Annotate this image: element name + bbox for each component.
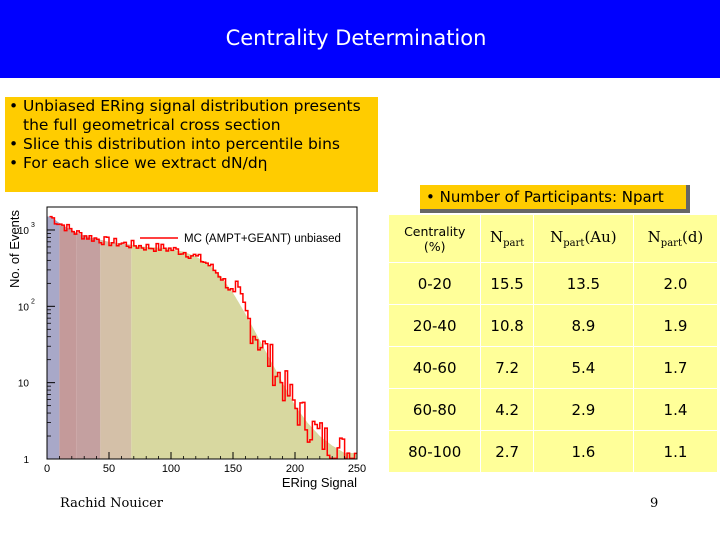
cell-npart: 7.2 [480,346,534,389]
bullet-icon: • [426,188,440,206]
x-tick-label: 100 [162,463,180,475]
table-header-row: Centrality (%) Npart Npart(Au) Npart(d) [387,214,719,263]
bullet-item: • Unbiased ERing signal distribution pres… [9,97,378,116]
x-tick-label: 50 [103,463,115,475]
cell-npart: 4.2 [480,388,534,431]
header-npart-au-main: N [550,228,564,246]
y-tick-label: 10 [18,379,30,390]
bullet-text: For each slice we extract dN/dη [23,154,268,172]
header-npart-au-tail: (Au) [584,228,617,246]
header-npart-au: Npart(Au) [532,214,634,263]
bullet-item: • Slice this distribution into percentile… [9,135,378,154]
cell-npart-d: 1.7 [632,346,719,389]
histogram-slice-fill [131,244,357,459]
header-centrality-line2: (%) [423,238,446,254]
cell-centrality: 20-40 [387,304,482,347]
cell-npart-au: 2.9 [532,388,634,431]
histogram-slice-fill [47,216,60,459]
header-centrality: Centrality (%) [387,214,482,263]
header-npart-d-main: N [647,228,661,246]
header-centrality-line1: Centrality [404,223,466,239]
page-number: 9 [650,496,659,511]
header-npart-d: Npart(d) [632,214,719,263]
bullet-text: Slice this distribution into percentile … [23,135,341,153]
histogram-slice-fill [76,232,101,459]
cell-npart: 15.5 [480,262,534,305]
bullet-box: • Unbiased ERing signal distribution pres… [5,97,378,192]
y-tick-exponent: 3 [31,222,35,229]
bullet-text: Unbiased ERing signal distribution prese… [23,97,361,115]
cell-centrality: 40-60 [387,346,482,389]
cell-npart-d: 1.4 [632,388,719,431]
header-npart-sub: part [503,238,525,249]
x-tick-label: 250 [348,463,366,475]
bullet-icon: • [9,97,19,115]
plot-frame [46,206,358,460]
table-row: 60-80 4.2 2.9 1.4 [387,388,719,431]
header-npart-d-sub: part [660,238,682,249]
cell-npart-d: 2.0 [632,262,719,305]
bullet-item-continuation: the full geometrical cross section [9,116,378,135]
cell-npart-d: 1.1 [632,430,719,473]
header-npart: Npart [480,214,534,263]
y-tick-label: 10 [18,226,30,237]
y-axis-title: No. of Events [7,209,22,288]
cell-npart: 2.7 [480,430,534,473]
cell-centrality: 80-100 [387,430,482,473]
bullet-icon: • [9,154,19,172]
x-axis-title: ERing Signal [282,475,357,490]
histogram-slice-fill [100,239,132,459]
header-npart-main: N [489,228,504,246]
header-npart-au-sub: part [563,238,585,249]
table-row: 20-40 10.8 8.9 1.9 [387,304,719,347]
cell-npart-au: 8.9 [532,304,634,347]
y-tick-label: 1 [23,455,29,466]
npart-label-box: • Number of Participants: Npart [420,185,690,213]
x-tick-label: 0 [44,463,50,475]
cell-npart: 10.8 [480,304,534,347]
table-row: 40-60 7.2 5.4 1.7 [387,346,719,389]
histogram-line [49,215,357,460]
x-tick-label: 150 [224,463,242,475]
title-bar [0,0,720,78]
cell-npart-au: 5.4 [532,346,634,389]
slide-title: Centrality Determination [225,26,487,50]
footer-author: Rachid Nouicer [60,496,164,511]
npart-label-text: Number of Participants: Npart [439,188,664,206]
y-tick-label: 10 [18,302,30,313]
bullet-text: the full geometrical cross section [23,116,281,134]
centrality-table: Centrality (%) Npart Npart(Au) Npart(d) 0… [387,214,719,473]
histogram-slice-fill [59,222,77,459]
cell-centrality: 0-20 [387,262,482,305]
header-npart-d-tail: (d) [681,228,704,246]
table-row: 80-100 2.7 1.6 1.1 [387,430,719,473]
cell-centrality: 60-80 [387,388,482,431]
x-tick-label: 200 [286,463,304,475]
y-tick-exponent: 2 [31,298,35,305]
bullet-icon: • [9,135,19,153]
legend-label: MC (AMPT+GEANT) unbiased [184,233,341,245]
cell-npart-au: 13.5 [532,262,634,305]
table-row: 0-20 15.5 13.5 2.0 [387,262,719,305]
bullet-item: • For each slice we extract dN/dη [9,154,378,173]
cell-npart-au: 1.6 [532,430,634,473]
cell-npart-d: 1.9 [632,304,719,347]
